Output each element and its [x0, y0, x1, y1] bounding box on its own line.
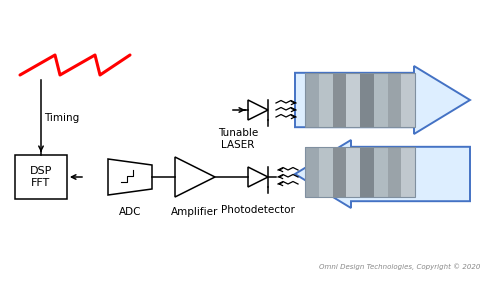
Bar	[374, 147, 388, 197]
Bar	[401, 73, 415, 127]
Bar	[305, 73, 319, 127]
Bar	[346, 73, 360, 127]
Text: Tunable
LASER: Tunable LASER	[218, 128, 258, 149]
Text: Amplifier: Amplifier	[171, 207, 219, 217]
Polygon shape	[295, 140, 470, 208]
Text: Timing: Timing	[44, 113, 79, 123]
Bar	[319, 73, 333, 127]
Bar	[333, 147, 346, 197]
Bar	[346, 147, 360, 197]
Bar	[319, 147, 333, 197]
Bar	[401, 147, 415, 197]
Bar	[305, 147, 415, 197]
Bar	[388, 147, 401, 197]
Bar	[333, 73, 346, 127]
Bar	[360, 73, 374, 127]
Text: DSP
FFT: DSP FFT	[30, 166, 52, 188]
Bar	[360, 147, 374, 197]
Bar	[305, 73, 415, 127]
Bar	[388, 73, 401, 127]
Text: ADC: ADC	[119, 207, 141, 217]
Text: Omni Design Technologies, Copyright © 2020: Omni Design Technologies, Copyright © 20…	[318, 263, 480, 270]
Bar	[305, 147, 319, 197]
Text: Photodetector: Photodetector	[221, 205, 295, 215]
Polygon shape	[295, 66, 470, 134]
Bar	[15, 155, 67, 199]
Bar	[374, 73, 388, 127]
